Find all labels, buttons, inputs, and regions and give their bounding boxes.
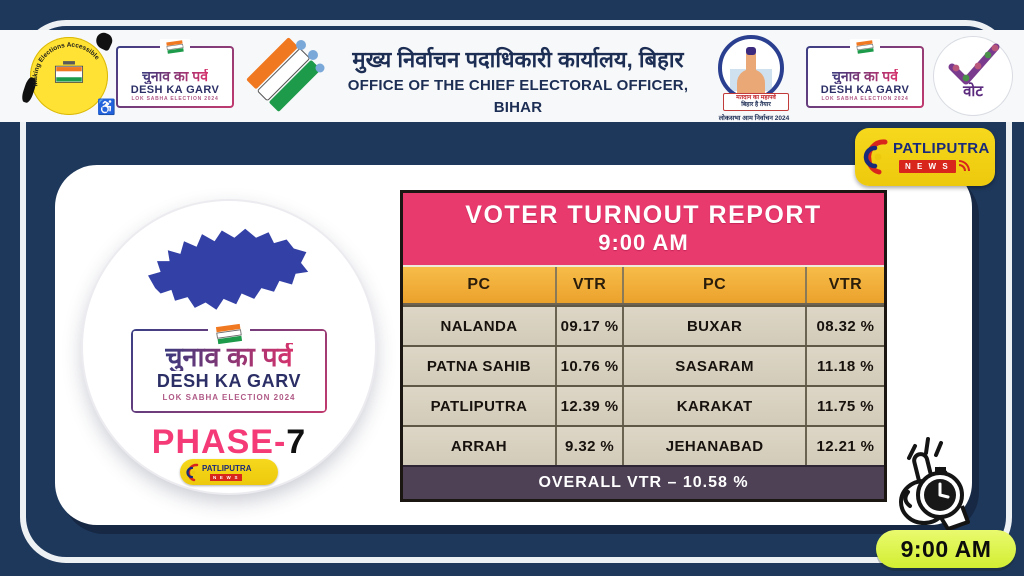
badge-year-text: LOK SABHA ELECTION 2024 [162,393,296,403]
table-row: PATLIPUTRA 12.39 % KARAKAT 11.75 % [403,385,884,425]
phase-badge: चुनाव का पर्व DESH KA GARV LOK SABHA ELE… [83,201,375,493]
dkg-english-text: DESH KA GARV [820,83,910,96]
channel-name: PATLIPUTRA [202,464,252,473]
col-header-vtr1: VTR [557,267,625,303]
bihar-map [148,228,309,310]
dkg-hindi-text: चुनाव का पर्व [832,68,898,85]
hand-stopwatch-icon [899,437,970,530]
table-time: 9:00 AM [598,229,689,255]
table-row: NALANDA 09.17 % BUXAR 08.32 % [403,305,884,345]
eci-ballot-icon [208,322,250,346]
cell-pc: NALANDA [403,307,557,345]
cell-pc: PATNA SAHIB [403,347,557,385]
broadcast-signal-icon [959,159,973,173]
channel-name: PATLIPUTRA [893,140,990,157]
cell-pc: JEHANABAD [624,427,807,465]
cell-pc: SASARAM [624,347,807,385]
voter-turnout-table: VOTER TURNOUT REPORT 9:00 AM PC VTR PC V… [400,190,887,502]
badge-hindi-text: चुनाव का पर्व [165,342,293,372]
wheelchair-icon: ♿ [97,99,116,116]
dkg-english-text: DESH KA GARV [130,83,220,96]
table-header: VOTER TURNOUT REPORT 9:00 AM [403,193,884,265]
cell-vtr: 09.17 % [556,307,625,345]
flower-check-icon [948,43,1000,85]
table-row: ARRAH 9.32 % JEHANABAD 12.21 % [403,425,884,465]
dkg-year-text: LOK SABHA ELECTION 2024 [821,96,909,102]
content-card: चुनाव का पर्व DESH KA GARV LOK SABHA ELE… [55,165,972,525]
cell-pc: ARRAH [403,427,557,465]
time-badge: 9:00 AM [876,530,1016,568]
finger-logo-bottom-text: लोकसभा आम निर्वाचन 2024 [718,115,790,122]
channel-swirl-icon [186,463,199,482]
cell-vtr: 08.32 % [807,307,884,345]
header-band: ♿ Making Elections Accessible चुनाव का प [0,30,1024,122]
vote-word: वोट [963,83,983,100]
dkg-hindi-text: चुनाव का पर्व [142,68,208,85]
inked-finger-icon [730,47,772,97]
phase-number: 7 [286,423,307,461]
eci-logo [246,37,325,112]
dkg-year-text: LOK SABHA ELECTION 2024 [131,96,219,102]
col-header-vtr2: VTR [828,276,863,293]
cell-pc: KARAKAT [624,387,807,425]
col-header-pc1: PC [403,267,557,303]
table-row: PATNA SAHIB 10.76 % SASARAM 11.18 % [403,345,884,385]
accessible-elections-logo: ♿ Making Elections Accessible [20,30,116,121]
channel-news-label: N E W S [210,474,242,481]
cell-vtr: 12.21 % [807,427,884,465]
column-headers: PC VTR PC VTR [403,265,884,305]
channel-swirl-icon [863,139,888,175]
table-title: VOTER TURNOUT REPORT [465,201,822,230]
finger-caption-line1: मतदान का महापर्व [736,95,776,101]
cell-vtr: 11.18 % [807,347,884,385]
channel-news-label: N E W S [899,160,956,173]
svg-text:Making Elections Accessible: Making Elections Accessible [32,42,101,87]
badge-dkg-inner: चुनाव का पर्व DESH KA GARV LOK SABHA ELE… [133,322,325,411]
office-title-hindi: मुख्य निर्वाचन पदाधिकारी कार्यालय, बिहार [352,47,684,72]
eci-ballot-icon [160,39,190,55]
col-header-pc2: PC [624,267,807,303]
voting-finger-logo: मतदान का महापर्व बिहार है तैयार लोकसभा आ… [707,35,801,122]
decor-frame [20,20,1012,563]
ballot-box-icon [54,61,84,83]
phase-label: PHASE- [151,423,287,461]
desh-ka-garv-logo: चुनाव का पर्व DESH KA GARV LOK SABHA ELE… [116,39,234,108]
desh-ka-garv-inner: चुनाव का पर्व DESH KA GARV LOK SABHA ELE… [118,39,232,106]
voting-finger-circle [718,35,784,101]
patliputra-news-mini-logo: PATLIPUTRA N E W S [180,459,278,485]
badge-desh-ka-garv-logo: चुनाव का पर्व DESH KA GARV LOK SABHA ELE… [131,322,327,413]
desh-ka-garv-logo: चुनाव का पर्व DESH KA GARV LOK SABHA ELE… [806,39,924,108]
overall-vtr: OVERALL VTR – 10.58 % [403,465,884,499]
badge-english-text: DESH KA GARV [156,371,302,392]
office-title: मुख्य निर्वाचन पदाधिकारी कार्यालय, बिहार… [330,46,706,120]
finger-logo-caption-box: मतदान का महापर्व बिहार है तैयार [723,93,789,111]
accessibility-arc-text: Making Elections Accessible [32,42,101,87]
vote-logo: वोट [934,37,1012,115]
cell-vtr: 9.32 % [556,427,625,465]
cell-vtr: 11.75 % [807,387,884,425]
office-title-english: OFFICE OF THE CHIEF ELECTORAL OFFICER, B… [347,76,689,117]
cell-vtr: 10.76 % [556,347,625,385]
desh-ka-garv-inner: चुनाव का पर्व DESH KA GARV LOK SABHA ELE… [808,39,922,106]
cell-vtr: 12.39 % [556,387,625,425]
finger-caption-line2: बिहार है तैयार [741,101,771,108]
cell-pc: PATLIPUTRA [403,387,557,425]
eci-ballot-icon [850,39,880,55]
cell-pc: BUXAR [624,307,807,345]
phase-line: PHASE-7 [83,423,375,462]
patliputra-news-logo: PATLIPUTRA N E W S [855,128,995,186]
